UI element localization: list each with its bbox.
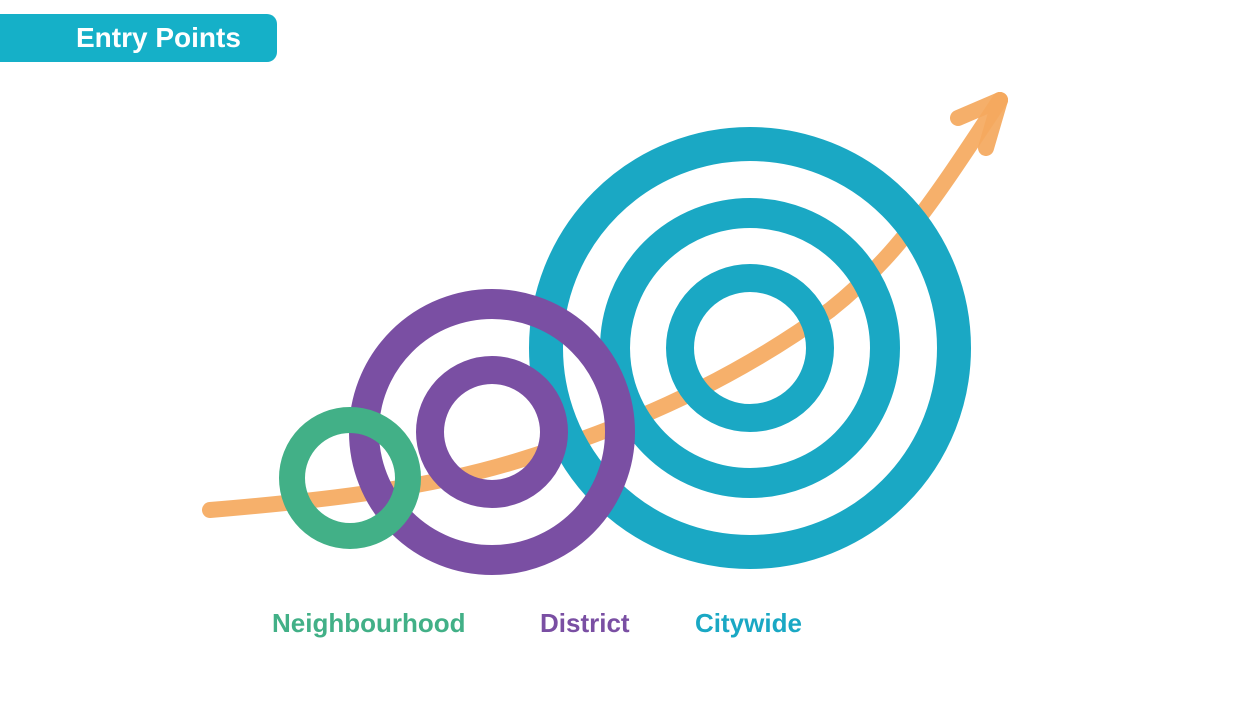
label-district: District bbox=[540, 608, 630, 639]
label-neighbourhood: Neighbourhood bbox=[272, 608, 466, 639]
targets-group bbox=[292, 144, 954, 560]
label-citywide: Citywide bbox=[695, 608, 802, 639]
entry-points-diagram: Neighbourhood District Citywide bbox=[0, 0, 1248, 702]
diagram-svg bbox=[0, 0, 1248, 702]
